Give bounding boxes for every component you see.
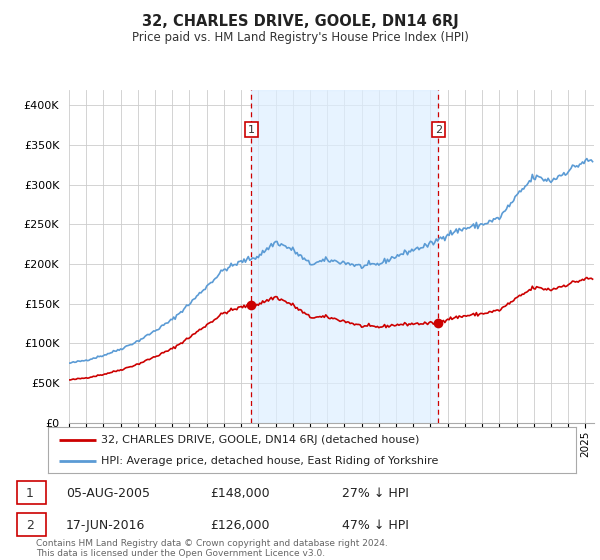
Text: HPI: Average price, detached house, East Riding of Yorkshire: HPI: Average price, detached house, East… [101, 456, 438, 466]
FancyBboxPatch shape [17, 513, 46, 536]
Text: 05-AUG-2005: 05-AUG-2005 [66, 487, 150, 500]
Text: Contains HM Land Registry data © Crown copyright and database right 2024.
This d: Contains HM Land Registry data © Crown c… [36, 539, 388, 558]
Text: 17-JUN-2016: 17-JUN-2016 [66, 519, 145, 532]
Text: 27% ↓ HPI: 27% ↓ HPI [342, 487, 409, 500]
FancyBboxPatch shape [17, 481, 46, 505]
Text: £126,000: £126,000 [210, 519, 269, 532]
Text: 2: 2 [434, 124, 442, 134]
Bar [251, 90, 438, 423]
Text: 32, CHARLES DRIVE, GOOLE, DN14 6RJ (detached house): 32, CHARLES DRIVE, GOOLE, DN14 6RJ (deta… [101, 435, 419, 445]
Text: Price paid vs. HM Land Registry's House Price Index (HPI): Price paid vs. HM Land Registry's House … [131, 31, 469, 44]
Text: 1: 1 [26, 487, 34, 500]
Text: £148,000: £148,000 [210, 487, 269, 500]
Text: 32, CHARLES DRIVE, GOOLE, DN14 6RJ: 32, CHARLES DRIVE, GOOLE, DN14 6RJ [142, 14, 458, 29]
Text: 2: 2 [26, 519, 34, 532]
Text: 47% ↓ HPI: 47% ↓ HPI [342, 519, 409, 532]
Text: 1: 1 [248, 124, 255, 134]
